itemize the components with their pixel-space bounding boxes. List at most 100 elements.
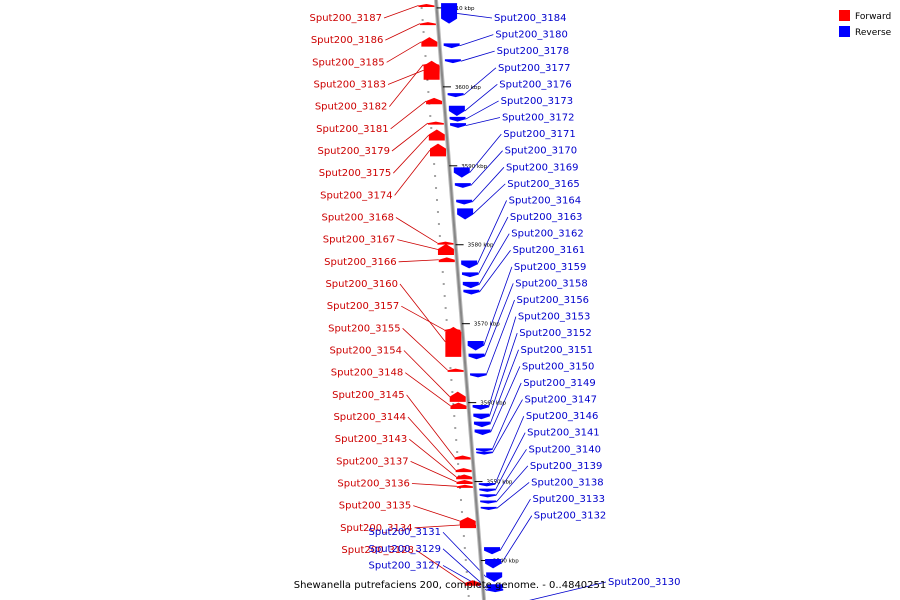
gene-label[interactable]: Sput200_3170 — [505, 146, 577, 157]
forward-gene[interactable] — [450, 402, 467, 409]
forward-gene[interactable] — [456, 484, 473, 488]
forward-gene[interactable] — [464, 580, 481, 586]
reverse-gene[interactable] — [441, 3, 458, 24]
gene-label[interactable]: Sput200_3131 — [369, 527, 442, 538]
gene-label[interactable]: Sput200_3139 — [530, 461, 603, 472]
reverse-gene[interactable] — [479, 494, 496, 498]
reverse-gene[interactable] — [461, 272, 478, 278]
forward-gene[interactable] — [437, 243, 454, 255]
forward-gene[interactable] — [445, 326, 462, 357]
gene-label[interactable]: Sput200_3178 — [497, 46, 570, 57]
gene-label[interactable]: Sput200_3160 — [325, 279, 398, 290]
reverse-gene[interactable] — [456, 199, 473, 205]
gene-label[interactable]: Sput200_3146 — [526, 411, 599, 422]
reverse-gene[interactable] — [474, 429, 491, 435]
reverse-gene[interactable] — [453, 167, 470, 178]
forward-gene[interactable] — [418, 3, 435, 7]
forward-gene[interactable] — [427, 121, 444, 125]
reverse-gene[interactable] — [476, 451, 493, 455]
gene-label[interactable]: Sput200_3185 — [312, 57, 385, 68]
forward-gene[interactable] — [459, 517, 476, 525]
gene-label[interactable]: Sput200_3134 — [340, 523, 413, 534]
reverse-gene[interactable] — [447, 93, 464, 98]
gene-label[interactable]: Sput200_3145 — [332, 390, 405, 401]
reverse-gene[interactable] — [478, 483, 495, 487]
forward-gene[interactable] — [454, 455, 471, 460]
gene-label[interactable]: Sput200_3181 — [316, 124, 389, 135]
gene-label[interactable]: Sput200_3180 — [495, 30, 567, 41]
gene-label[interactable]: Sput200_3161 — [513, 245, 586, 256]
forward-gene[interactable] — [456, 480, 473, 484]
reverse-gene[interactable] — [480, 500, 497, 504]
gene-label[interactable]: Sput200_3171 — [503, 129, 576, 140]
forward-gene[interactable] — [460, 521, 476, 529]
reverse-gene[interactable] — [444, 59, 461, 64]
forward-gene[interactable] — [419, 22, 436, 26]
gene-label[interactable]: Sput200_3162 — [511, 229, 584, 240]
gene-label[interactable]: Sput200_3148 — [331, 368, 404, 379]
forward-gene[interactable] — [449, 391, 466, 402]
gene-label[interactable]: Sput200_3177 — [498, 63, 571, 74]
gene-label[interactable]: Sput200_3150 — [522, 361, 595, 372]
reverse-gene[interactable] — [473, 413, 490, 420]
forward-gene[interactable] — [456, 474, 473, 480]
gene-label[interactable]: Sput200_3179 — [317, 146, 390, 157]
gene-label[interactable]: Sput200_3157 — [327, 301, 400, 312]
gene-label[interactable]: Sput200_3173 — [501, 96, 573, 107]
gene-label[interactable]: Sput200_3130 — [608, 577, 681, 588]
gene-label[interactable]: Sput200_3175 — [319, 168, 392, 179]
gene-label[interactable]: Sput200_3127 — [369, 560, 442, 571]
forward-gene[interactable] — [423, 63, 440, 67]
gene-label[interactable]: Sput200_3168 — [321, 213, 394, 224]
gene-label[interactable]: Sput200_3141 — [527, 428, 600, 439]
gene-label[interactable]: Sput200_3136 — [337, 479, 410, 490]
gene-label[interactable]: Sput200_3137 — [336, 456, 409, 467]
reverse-gene[interactable] — [448, 105, 465, 117]
gene-label[interactable]: Sput200_3167 — [323, 235, 396, 246]
reverse-gene[interactable] — [450, 123, 467, 128]
reverse-gene[interactable] — [449, 116, 466, 122]
gene-label[interactable]: Sput200_3164 — [509, 195, 582, 206]
gene-label[interactable]: Sput200_3186 — [311, 35, 384, 46]
gene-label[interactable]: Sput200_3152 — [519, 328, 592, 339]
gene-label[interactable]: Sput200_3153 — [518, 312, 591, 323]
forward-gene[interactable] — [428, 129, 445, 141]
gene-label[interactable]: Sput200_3183 — [313, 80, 386, 91]
gene-label[interactable]: Sput200_3133 — [532, 494, 605, 505]
reverse-gene[interactable] — [476, 448, 492, 452]
forward-gene[interactable] — [437, 241, 454, 245]
gene-label[interactable]: Sput200_3187 — [310, 13, 383, 24]
gene-label[interactable]: Sput200_3138 — [531, 477, 604, 488]
gene-label[interactable]: Sput200_3176 — [499, 79, 572, 90]
gene-label[interactable]: Sput200_3156 — [517, 295, 590, 306]
gene-label[interactable]: Sput200_3169 — [506, 162, 579, 173]
gene-label[interactable]: Sput200_3172 — [502, 113, 575, 124]
gene-label[interactable]: Sput200_3143 — [335, 434, 408, 445]
reverse-gene[interactable] — [468, 353, 485, 360]
gene-label[interactable]: Sput200_3147 — [525, 395, 598, 406]
reverse-gene[interactable] — [454, 183, 471, 188]
reverse-gene[interactable] — [443, 43, 460, 49]
gene-label[interactable]: Sput200_3182 — [315, 102, 388, 113]
forward-gene[interactable] — [455, 468, 472, 473]
reverse-gene[interactable] — [472, 405, 489, 410]
reverse-gene[interactable] — [462, 281, 479, 289]
reverse-gene[interactable] — [486, 572, 503, 582]
forward-gene[interactable] — [426, 97, 443, 105]
reverse-gene[interactable] — [479, 488, 496, 492]
gene-label[interactable]: Sput200_3163 — [510, 212, 582, 223]
reverse-gene[interactable] — [467, 341, 484, 351]
gene-label[interactable]: Sput200_3174 — [320, 190, 393, 201]
reverse-gene[interactable] — [457, 208, 474, 220]
gene-label[interactable]: Sput200_3149 — [523, 378, 596, 389]
reverse-gene[interactable] — [470, 373, 487, 378]
gene-label[interactable]: Sput200_3154 — [329, 346, 402, 357]
forward-gene[interactable] — [447, 368, 464, 372]
gene-label[interactable]: Sput200_3158 — [515, 278, 588, 289]
reverse-gene[interactable] — [463, 289, 480, 295]
gene-label[interactable]: Sput200_3151 — [521, 345, 594, 356]
gene-label[interactable]: Sput200_3166 — [324, 257, 397, 268]
reverse-gene[interactable] — [473, 421, 490, 428]
gene-label[interactable]: Sput200_3132 — [534, 511, 607, 522]
reverse-gene[interactable] — [480, 506, 497, 510]
